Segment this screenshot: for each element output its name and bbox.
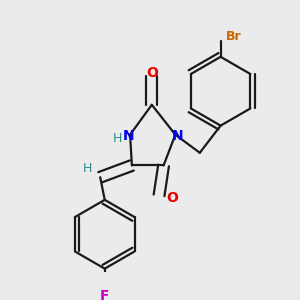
Text: H: H [113,132,122,145]
Text: O: O [166,191,178,205]
Text: F: F [100,289,110,300]
Text: H: H [83,162,92,175]
Text: O: O [146,66,158,80]
Text: N: N [171,130,183,143]
Text: Br: Br [226,29,241,43]
Text: N: N [122,130,134,143]
